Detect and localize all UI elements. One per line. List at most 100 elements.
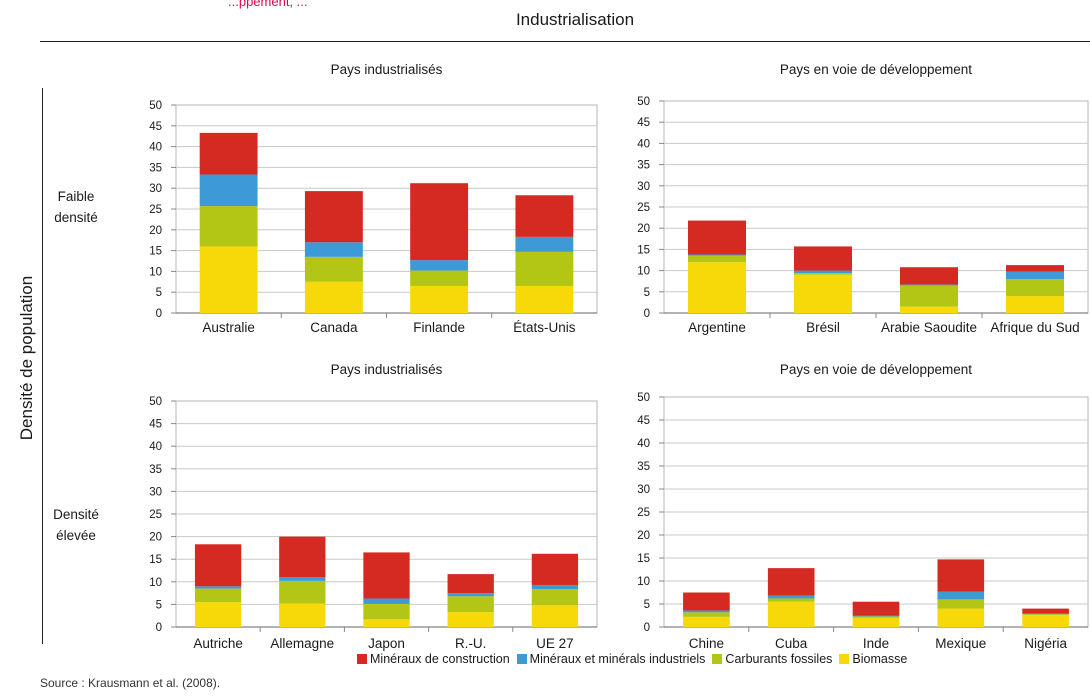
- legend-label: Biomasse: [852, 652, 908, 666]
- bar-segment: [199, 174, 258, 207]
- title-divider: [40, 41, 1090, 42]
- y-tick-label: 10: [637, 576, 650, 588]
- bar-segment: [937, 608, 985, 627]
- y-tick-label: 30: [149, 183, 162, 195]
- x-tick-label: Cuba: [775, 636, 808, 651]
- chart-title: Pays en voie de développement: [780, 362, 972, 377]
- row-label-line: élevée: [56, 528, 96, 543]
- bar-segment: [194, 586, 242, 589]
- bar-segment: [410, 270, 469, 286]
- source-note: Source : Krausmann et al. (2008).: [40, 676, 221, 690]
- bar-segment: [363, 598, 410, 604]
- bar-segment: [852, 615, 900, 617]
- bar-segment: [688, 254, 746, 256]
- y-tick-label: 5: [156, 287, 162, 299]
- chart-title: Pays en voie de développement: [780, 62, 972, 77]
- bar-segment: [199, 206, 258, 247]
- y-tick-label: 20: [149, 532, 162, 544]
- y-tick-label: 30: [149, 486, 162, 498]
- x-tick-label: Allemagne: [270, 636, 334, 651]
- bar-segment: [410, 183, 469, 261]
- y-tick-label: 15: [149, 554, 162, 566]
- y-tick-label: 15: [637, 553, 650, 565]
- x-tick-label: Chine: [689, 636, 724, 651]
- bar-segment: [1022, 608, 1069, 614]
- bar-segment: [447, 596, 494, 613]
- bar-segment: [688, 255, 746, 263]
- x-tick-label: R.-U.: [455, 636, 487, 651]
- bar-segment: [794, 274, 852, 313]
- y-tick-label: 25: [149, 204, 162, 216]
- bar-segment: [683, 592, 730, 611]
- y-tick-label: 0: [156, 622, 162, 634]
- y-tick-label: 20: [637, 223, 650, 235]
- bar-segment: [447, 574, 494, 594]
- y-tick-label: 35: [637, 461, 650, 473]
- bar-segment: [304, 281, 363, 313]
- bar-segment: [794, 246, 852, 271]
- y-tick-label: 25: [149, 509, 162, 521]
- legend-swatch: [516, 654, 527, 664]
- legend-swatch: [839, 654, 850, 664]
- x-tick-label: Canada: [310, 320, 358, 335]
- bar-segment: [852, 616, 900, 618]
- y-tick-label: 0: [644, 622, 650, 634]
- x-tick-label: Finlande: [413, 320, 465, 335]
- legend-label: Carburants fossiles: [725, 652, 833, 666]
- x-tick-label: Japon: [368, 636, 405, 651]
- x-tick-label: Inde: [863, 636, 889, 651]
- legend-item: Minéraux et minérals industriels: [516, 652, 706, 666]
- legend-label: Minéraux et minérals industriels: [529, 652, 706, 666]
- bar-segment: [1006, 265, 1064, 272]
- y-tick-label: 50: [149, 396, 162, 408]
- bar-segment: [304, 256, 363, 282]
- row-label-line: Faible: [57, 189, 95, 204]
- bar-segment: [900, 267, 958, 285]
- y-tick-label: 15: [637, 244, 650, 256]
- bar-segment: [767, 598, 815, 602]
- y-tick-label: 35: [149, 162, 162, 174]
- bar-segment: [515, 251, 574, 286]
- y-tick-label: 20: [637, 530, 650, 542]
- bar-segment: [304, 242, 363, 257]
- chart-title: Pays industrialisés: [331, 62, 443, 77]
- bar-segment: [688, 262, 746, 313]
- bar-segment: [937, 599, 985, 609]
- y-tick-label: 35: [637, 160, 650, 172]
- bar-segment: [279, 580, 326, 604]
- bar-segment: [410, 285, 469, 313]
- row-label-line: Densité: [53, 507, 99, 522]
- y-tick-label: 45: [637, 415, 650, 427]
- y-tick-label: 0: [644, 308, 650, 320]
- y-tick-label: 5: [644, 287, 650, 299]
- y-tick-label: 40: [637, 138, 650, 150]
- y-tick-label: 25: [637, 202, 650, 214]
- bar-segment: [688, 220, 746, 255]
- chart-title: Pays industrialisés: [331, 362, 443, 377]
- y-tick-label: 50: [149, 100, 162, 112]
- bar-segment: [767, 601, 815, 627]
- bar-segment: [199, 132, 258, 175]
- chart-panel-1: Pays industrialisés 0 5 10 15 20 25 30 35 40 45 50 A…: [149, 62, 598, 335]
- bar-segment: [194, 602, 242, 627]
- bar-segment: [937, 591, 985, 600]
- bar-segment: [531, 553, 579, 585]
- bar-segment: [1006, 279, 1064, 297]
- x-tick-label: Autriche: [193, 636, 243, 651]
- x-tick-label: Afrique du Sud: [990, 320, 1079, 335]
- y-tick-label: 40: [637, 438, 650, 450]
- bar-segment: [194, 588, 242, 603]
- legend-swatch: [357, 654, 367, 664]
- bar-segment: [1006, 271, 1064, 280]
- y-tick-label: 10: [149, 266, 162, 278]
- y-tick-label: 5: [156, 599, 162, 611]
- y-tick-label: 0: [156, 308, 162, 320]
- y-tick-label: 10: [149, 577, 162, 589]
- bar-segment: [531, 605, 579, 627]
- bar-segment: [304, 191, 363, 243]
- bar-segment: [279, 577, 326, 581]
- x-tick-label: Brésil: [806, 320, 840, 335]
- bar-segment: [683, 616, 730, 627]
- y-tick-label: 45: [637, 117, 650, 129]
- cropped-text-fragment: ...ppement, ...: [228, 0, 308, 9]
